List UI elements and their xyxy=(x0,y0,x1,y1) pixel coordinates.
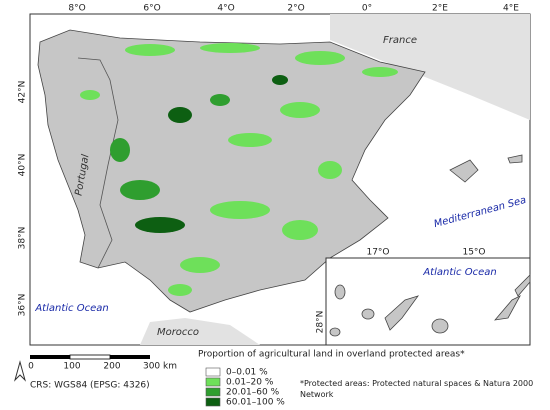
iberia xyxy=(37,29,426,313)
footnote: *Protected areas: Protected natural spac… xyxy=(300,379,534,399)
inset-longitude-label: 15°O xyxy=(462,248,485,258)
scale-bar xyxy=(110,355,150,359)
longitude-label: 4°E xyxy=(503,4,519,14)
legend-swatch xyxy=(205,397,221,407)
longitude-label: 6°O xyxy=(143,4,160,14)
france xyxy=(330,14,530,120)
latitude-label: 36°N xyxy=(18,294,28,317)
legend-swatch xyxy=(205,387,221,397)
inset-longitude-label: 17°O xyxy=(366,248,389,258)
scale-bar xyxy=(69,354,111,360)
latitude-label: 40°N xyxy=(18,154,28,177)
scale-label: 200 xyxy=(103,362,120,372)
legend-label: 60.01–100 % xyxy=(226,398,285,408)
morocco xyxy=(140,318,260,345)
legend-label: 0–0.01 % xyxy=(226,368,268,378)
scale-label: 0 xyxy=(28,362,34,372)
longitude-label: 2°E xyxy=(432,4,448,14)
longitude-label: 4°O xyxy=(217,4,234,14)
inset-latitude-label: 28°N xyxy=(316,311,326,334)
longitude-label: 8°O xyxy=(68,4,85,14)
place-label: Morocco xyxy=(157,327,199,338)
legend-title: Proportion of agricultural land in overl… xyxy=(198,350,465,360)
latitude-label: 38°N xyxy=(18,227,28,250)
scale-label: 300 km xyxy=(143,362,177,372)
scale-bar xyxy=(30,355,70,359)
inset-frame xyxy=(325,257,531,346)
legend-swatch xyxy=(205,377,221,387)
legend-label: 0.01–20 % xyxy=(226,378,274,388)
legend-label: 20.01–60 % xyxy=(226,388,280,398)
latitude-label: 42°N xyxy=(18,81,28,104)
crs: CRS: WGS84 (EPSG: 4326) xyxy=(30,381,150,391)
longitude-label: 2°O xyxy=(287,4,304,14)
place-label: Atlantic Ocean xyxy=(34,303,108,314)
scale-label: 100 xyxy=(63,362,80,372)
longitude-label: 0° xyxy=(362,4,372,14)
canary-islands xyxy=(329,274,531,337)
place-label: Atlantic Ocean xyxy=(422,267,496,278)
legend-swatch xyxy=(205,367,221,377)
balearics xyxy=(449,154,523,183)
north-arrow xyxy=(14,360,26,382)
protected-areas xyxy=(80,43,398,296)
place-label: France xyxy=(383,35,417,46)
